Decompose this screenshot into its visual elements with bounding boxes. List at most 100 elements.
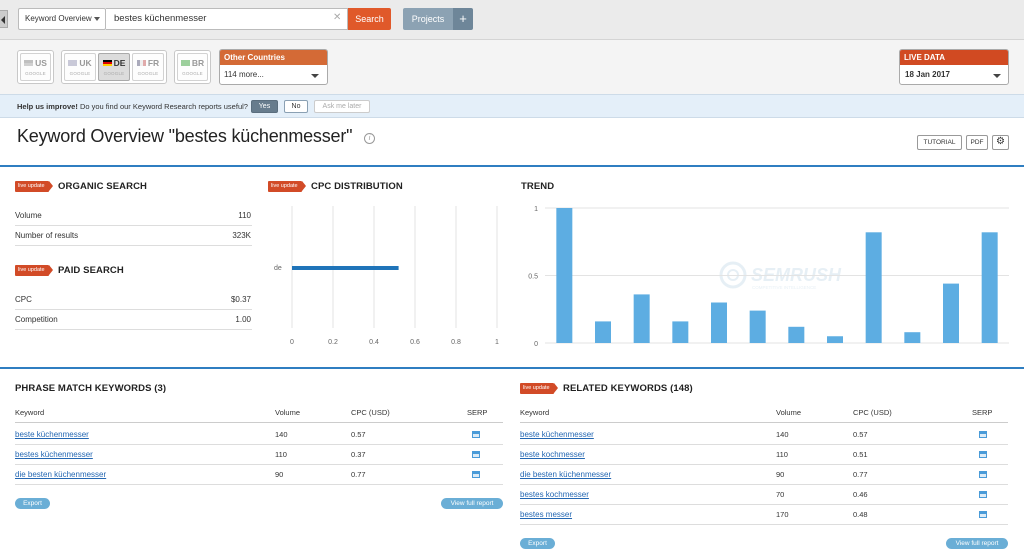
trend-title: TREND — [521, 181, 555, 192]
db-button-br[interactable]: BR GOOGLE — [177, 53, 208, 81]
cpc-cell: 0.57 — [853, 430, 868, 439]
serp-icon[interactable] — [979, 431, 987, 438]
settings-gear-icon[interactable]: ⚙ — [992, 135, 1009, 150]
tutorial-button[interactable]: TUTORIAL — [917, 135, 962, 150]
serp-icon[interactable] — [472, 431, 480, 438]
cpc-cell: 0.77 — [351, 470, 366, 479]
live-data-date: 18 Jan 2017 — [905, 70, 950, 79]
related-keyword-row: beste kochmesser 110 0.51 — [520, 445, 1008, 465]
cpc-cell: 0.77 — [853, 470, 868, 479]
search-input[interactable]: bestes küchenmesser — [106, 8, 348, 30]
feedback-later-button[interactable]: Ask me later — [314, 100, 370, 113]
database-selector-row — [0, 40, 1024, 94]
db-button-fr[interactable]: FR GOOGLE — [132, 53, 164, 81]
semrush-watermark: SEMRUSH COMPETITIVE INTELLIGENCE — [719, 261, 842, 290]
live-update-badge: live update — [15, 265, 53, 276]
y-tick-label: 0.5 — [528, 274, 538, 281]
related-export-button[interactable]: Export — [520, 538, 555, 549]
cpc-distribution-title: CPC DISTRIBUTION — [311, 181, 403, 192]
db-button-uk[interactable]: UK GOOGLE — [64, 53, 96, 81]
db-code: DE — [113, 58, 126, 68]
paid-search-title: PAID SEARCH — [58, 265, 124, 276]
metric-value: 1.00 — [235, 315, 251, 324]
db-engine: GOOGLE — [69, 71, 91, 76]
chevron-down-icon — [311, 74, 319, 78]
col-volume: Volume — [776, 408, 802, 417]
trend-bar — [672, 321, 689, 343]
paid-cpc-row: CPC $0.37 — [15, 290, 252, 310]
projects-button[interactable]: Projects — [403, 8, 453, 30]
section-divider — [0, 165, 1024, 167]
keyword-link[interactable]: bestes küchenmesser — [15, 450, 93, 459]
col-keyword: Keyword — [15, 408, 45, 417]
volume-cell: 90 — [275, 470, 284, 479]
metric-label: Competition — [15, 315, 58, 324]
cpc-distribution-chart: 0 0.2 0.4 0.6 0.8 1 de — [274, 206, 499, 346]
other-countries-value: 114 more... — [224, 70, 264, 79]
pdf-button[interactable]: PDF — [966, 135, 988, 150]
db-group-us: US GOOGLE — [17, 50, 54, 84]
clear-search-icon[interactable]: ✕ — [333, 12, 342, 23]
live-data-select[interactable]: LIVE DATA 18 Jan 2017 — [899, 49, 1009, 85]
other-countries-title: Other Countries — [220, 50, 327, 65]
serp-icon[interactable] — [472, 471, 480, 478]
col-serp: SERP — [972, 408, 993, 417]
us-flag-icon — [24, 60, 34, 66]
organic-search-title: ORGANIC SEARCH — [58, 181, 148, 192]
collapse-sidebar-button[interactable] — [0, 10, 8, 28]
feedback-question: Do you find our Keyword Research reports… — [77, 102, 248, 111]
feedback-no-button[interactable]: No — [284, 100, 308, 113]
keyword-link[interactable]: beste küchenmesser — [15, 430, 89, 439]
phrase-match-row: beste küchenmesser 140 0.57 — [15, 425, 503, 445]
keyword-link[interactable]: beste küchenmesser — [520, 430, 594, 439]
x-tick-label: 1 — [495, 339, 499, 346]
metric-value: 110 — [238, 211, 251, 220]
volume-cell: 70 — [776, 490, 785, 499]
metric-label: Number of results — [15, 231, 79, 240]
serp-icon[interactable] — [472, 451, 480, 458]
trend-bar — [749, 310, 766, 343]
phrase-view-full-report-button[interactable]: View full report — [441, 498, 503, 509]
related-view-full-report-button[interactable]: View full report — [946, 538, 1008, 549]
section-divider — [0, 367, 1024, 369]
live-update-badge: live update — [268, 181, 306, 192]
br-flag-icon — [180, 60, 190, 66]
page-title: Keyword Overview "bestes küchenmesser" — [17, 126, 353, 146]
top-search-bar: Keyword Overview bestes küchenmesser ✕ S… — [0, 0, 1024, 40]
feedback-yes-button[interactable]: Yes — [251, 100, 278, 113]
keyword-link[interactable]: die besten küchenmesser — [520, 470, 612, 479]
metric-label: Volume — [15, 211, 42, 220]
db-engine: GOOGLE — [182, 71, 203, 76]
watermark-subtext: COMPETITIVE INTELLIGENCE — [752, 285, 816, 290]
phrase-export-button[interactable]: Export — [15, 498, 50, 509]
db-engine: GOOGLE — [25, 71, 46, 76]
keyword-link[interactable]: bestes messer — [520, 510, 573, 519]
serp-icon[interactable] — [979, 491, 987, 498]
volume-cell: 170 — [776, 510, 789, 519]
info-icon[interactable]: i — [364, 133, 375, 144]
related-keywords-title: RELATED KEYWORDS (148) — [563, 383, 693, 394]
feedback-text: Help us improve! Do you find our Keyword… — [17, 102, 248, 111]
keyword-link[interactable]: die besten küchenmesser — [15, 470, 107, 479]
paid-competition-row: Competition 1.00 — [15, 310, 252, 330]
related-keyword-row: bestes kochmesser 70 0.46 — [520, 485, 1008, 505]
keyword-link[interactable]: beste kochmesser — [520, 450, 585, 459]
db-button-us[interactable]: US GOOGLE — [20, 53, 51, 81]
report-type-select[interactable]: Keyword Overview — [18, 8, 106, 30]
other-countries-select[interactable]: Other Countries 114 more... — [219, 49, 328, 85]
keyword-link[interactable]: bestes kochmesser — [520, 490, 589, 499]
serp-icon[interactable] — [979, 451, 987, 458]
col-cpc: CPC (USD) — [853, 408, 892, 417]
col-keyword: Keyword — [520, 408, 550, 417]
search-button[interactable]: Search — [348, 8, 391, 30]
organic-results-row: Number of results 323K — [15, 226, 252, 246]
trend-bar — [595, 321, 611, 343]
add-project-button[interactable]: + — [453, 8, 473, 30]
db-button-de[interactable]: DE GOOGLE — [98, 53, 130, 81]
chevron-down-icon — [993, 74, 1001, 78]
cpc-cell: 0.48 — [853, 510, 868, 519]
serp-icon[interactable] — [979, 471, 987, 478]
related-keyword-row: bestes messer 170 0.48 — [520, 505, 1008, 525]
serp-icon[interactable] — [979, 511, 987, 518]
related-keyword-row: beste küchenmesser 140 0.57 — [520, 425, 1008, 445]
